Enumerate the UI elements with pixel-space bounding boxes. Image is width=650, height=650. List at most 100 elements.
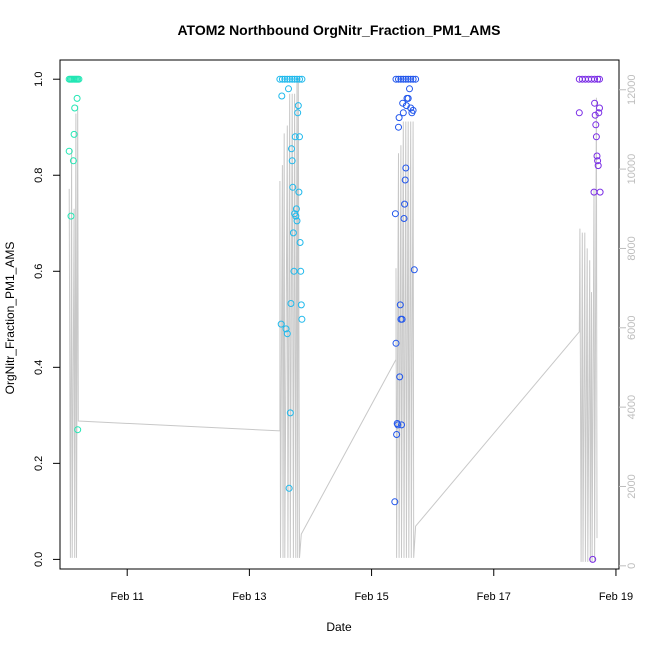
data-point	[297, 267, 305, 275]
data-point	[71, 104, 79, 112]
data-point	[404, 94, 412, 102]
series-1	[65, 75, 83, 434]
data-point	[395, 123, 402, 131]
y-tick-label: 1.0	[33, 72, 45, 87]
x-tick-label: Feb 13	[232, 591, 266, 603]
data-point	[395, 75, 402, 83]
data-point	[394, 421, 402, 429]
data-point	[399, 75, 407, 83]
x-axis-label: Date	[326, 620, 352, 634]
data-point	[281, 75, 289, 83]
data-point	[293, 217, 301, 225]
data-point	[401, 176, 409, 184]
x-tick-label: Feb 11	[110, 591, 143, 603]
y-tick-label: 0.8	[33, 168, 45, 183]
axes-layer: Feb 11 Feb 13 Feb 15 Feb 17 Feb 19 0.0 0.2 0.4 0…	[33, 72, 638, 603]
y-tick-label: 0.4	[33, 360, 45, 375]
data-point	[283, 330, 291, 338]
data-point	[292, 205, 300, 213]
data-point	[298, 315, 306, 323]
data-point	[294, 102, 302, 110]
y2-tick-label: 0	[626, 563, 638, 569]
data-point	[291, 133, 299, 141]
data-point	[285, 85, 292, 93]
data-point	[401, 200, 409, 208]
data-point	[289, 183, 297, 191]
y-tick-label: 0.6	[33, 264, 45, 279]
data-point	[412, 75, 420, 83]
data-point	[407, 75, 415, 83]
y2-tick-label: 10000	[626, 154, 638, 185]
data-point	[595, 109, 603, 117]
data-point	[594, 157, 602, 165]
data-point	[596, 188, 604, 196]
y-tick-label: 0.0	[33, 552, 45, 567]
data-point	[296, 133, 303, 141]
data-point	[285, 484, 293, 492]
data-point	[296, 239, 304, 246]
data-point	[592, 133, 600, 141]
data-point	[402, 75, 410, 83]
data-point	[596, 104, 603, 112]
data-point	[292, 212, 300, 220]
data-point	[594, 75, 602, 83]
data-point	[298, 75, 306, 83]
data-point	[290, 267, 298, 275]
x-tick-label: Feb 15	[354, 591, 388, 603]
data-point	[70, 130, 78, 138]
data-point	[392, 339, 400, 347]
data-point	[596, 75, 603, 83]
x-tick-label: Feb 19	[599, 591, 633, 603]
data-point	[591, 75, 599, 83]
data-point	[396, 301, 404, 309]
data-point	[395, 114, 403, 122]
data-point	[276, 75, 284, 83]
data-point	[402, 164, 410, 172]
data-point	[277, 320, 285, 328]
data-point	[404, 75, 412, 83]
data-point	[406, 85, 413, 93]
data-point	[282, 325, 290, 333]
data-point	[592, 121, 600, 129]
data-point	[283, 75, 291, 83]
data-point	[286, 409, 294, 417]
data-point	[593, 152, 601, 160]
data-point	[295, 188, 303, 196]
data-point	[287, 300, 295, 307]
data-point	[69, 157, 77, 165]
data-point	[398, 421, 405, 429]
data-point	[297, 301, 305, 309]
data-point	[296, 75, 303, 83]
y2-tick-label: 6000	[626, 316, 638, 340]
data-point	[289, 229, 297, 237]
data-point	[278, 92, 286, 100]
data-point	[291, 75, 299, 83]
data-point	[67, 212, 75, 220]
data-point	[74, 426, 82, 434]
data-point	[286, 75, 294, 83]
data-point	[589, 555, 597, 563]
data-point	[278, 75, 286, 83]
data-point	[288, 75, 296, 83]
data-point	[288, 157, 296, 165]
scatter-points-layer	[65, 75, 604, 563]
data-point	[294, 109, 302, 117]
data-point	[396, 373, 404, 381]
altitude-line-layer	[68, 77, 598, 562]
data-point	[409, 75, 417, 83]
data-point	[591, 99, 599, 107]
altitude-line	[68, 77, 598, 562]
x-tick-label: Feb 17	[477, 591, 511, 603]
data-point	[398, 315, 406, 323]
y2-tick-label: 12000	[626, 74, 638, 105]
series-3	[391, 75, 420, 506]
series-4	[575, 75, 604, 563]
y2-tick-label: 4000	[626, 395, 638, 419]
data-point	[392, 75, 400, 83]
data-point	[575, 109, 583, 117]
data-point	[73, 94, 81, 102]
data-point	[288, 145, 295, 153]
data-point	[399, 109, 407, 117]
data-point	[397, 75, 405, 83]
